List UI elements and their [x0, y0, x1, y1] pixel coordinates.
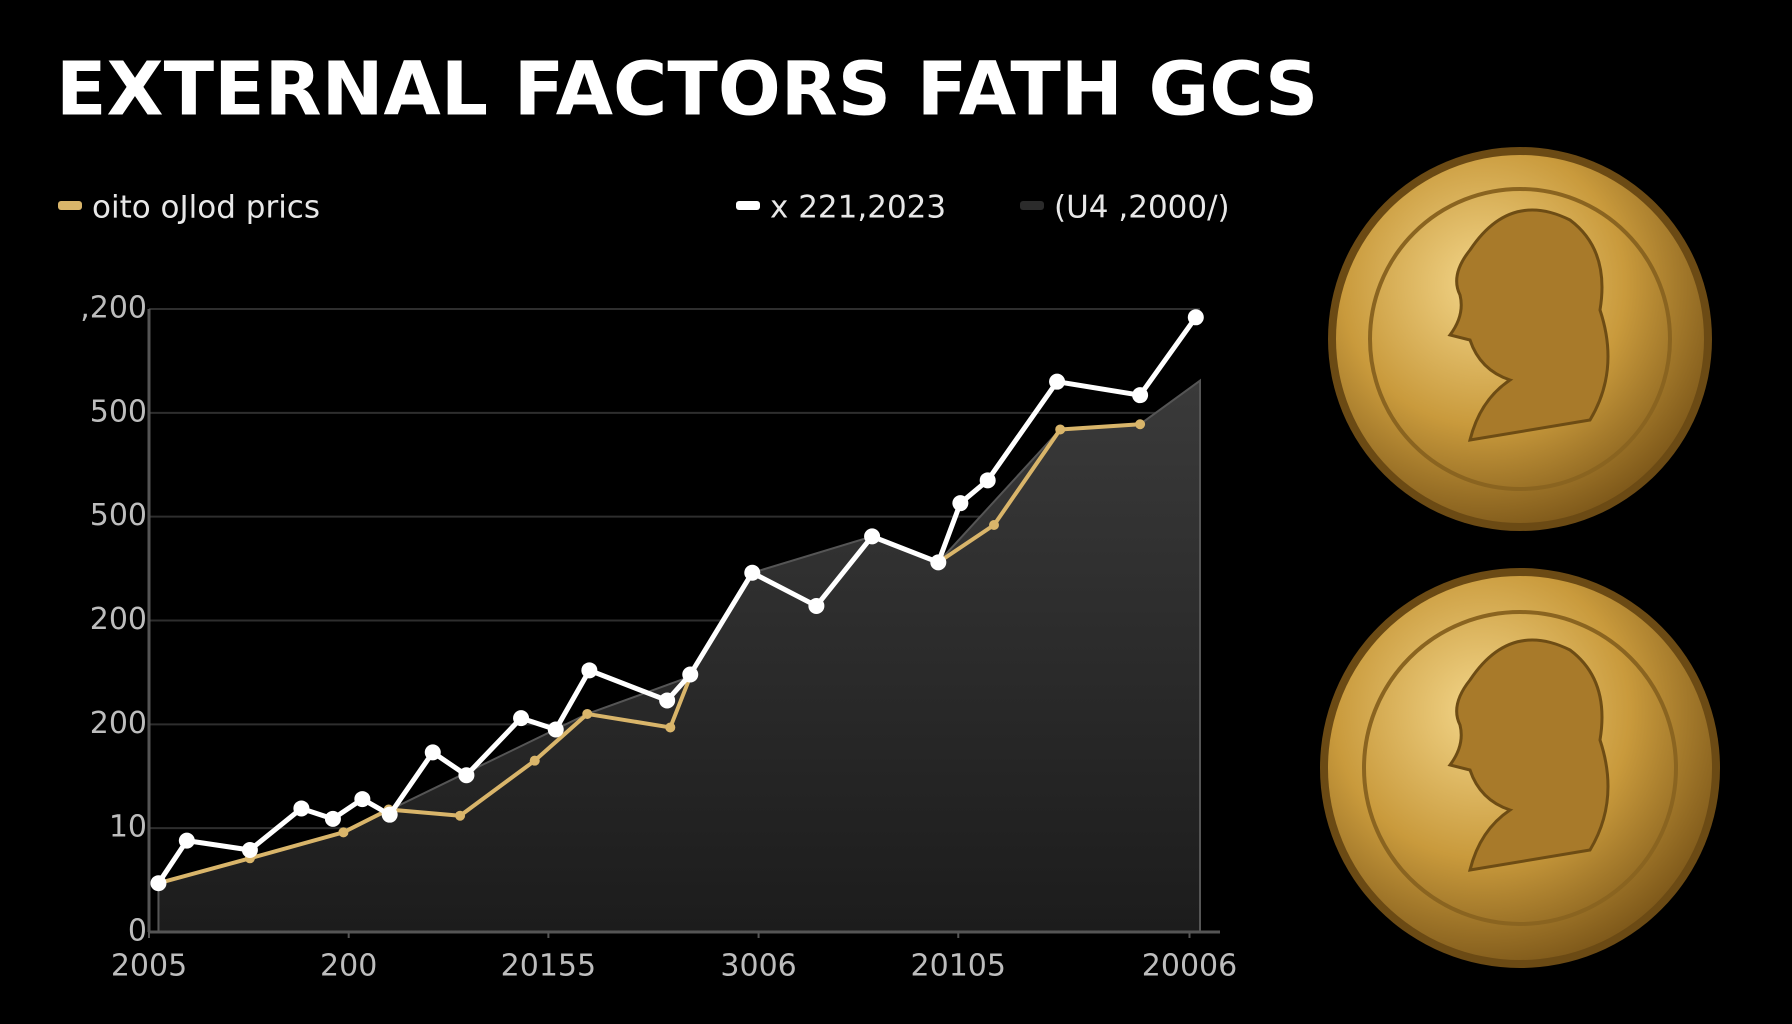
point — [952, 495, 969, 512]
point — [864, 528, 881, 545]
point — [808, 597, 825, 614]
point — [324, 810, 341, 827]
x-tick-label: 3006 — [720, 949, 796, 984]
point — [178, 832, 195, 849]
y-tick-label: 200 — [90, 602, 147, 637]
point — [1187, 309, 1204, 326]
x-tick-label: 200 — [320, 949, 377, 984]
legend-swatch — [1020, 201, 1044, 210]
point — [513, 710, 530, 727]
point — [979, 472, 996, 489]
plot: 0 10 200 200 500 500 ,200 2005 200 20155 3006 20105… — [58, 190, 1237, 984]
point — [1049, 373, 1066, 390]
point — [665, 722, 676, 733]
point — [455, 810, 466, 821]
point — [354, 791, 371, 808]
point — [582, 708, 593, 719]
point — [547, 721, 564, 738]
point — [381, 806, 398, 823]
point — [529, 755, 540, 766]
point — [930, 554, 947, 571]
y-tick-label: 500 — [90, 394, 147, 429]
point — [744, 564, 761, 581]
x-tick-label: 20105 — [911, 949, 1006, 984]
point — [150, 875, 167, 892]
legend-swatch — [736, 201, 760, 210]
point — [659, 692, 676, 709]
point — [458, 767, 475, 784]
x-tick-label: 20155 — [501, 949, 596, 984]
legend-label: x 221,2023 — [770, 190, 946, 226]
y-tick-label: 0 — [128, 914, 147, 949]
coin — [1328, 147, 1712, 531]
legend-label: (U4 ,2000/) — [1054, 190, 1230, 226]
point — [989, 519, 1000, 530]
legend-swatch — [58, 201, 82, 210]
point — [581, 662, 598, 679]
point — [293, 800, 310, 817]
y-tick-label: 10 — [109, 810, 147, 845]
legend-label: oito oJlod prics — [92, 190, 320, 226]
point — [1055, 424, 1066, 435]
point — [1135, 419, 1146, 430]
y-tick-label: 500 — [90, 498, 147, 533]
x-tick-label: 20006 — [1142, 949, 1237, 984]
point — [241, 841, 258, 858]
point — [424, 744, 441, 761]
chart-title: EXTERNAL FACTORS FATH GCS — [56, 47, 1318, 133]
point — [338, 827, 349, 838]
point — [682, 666, 699, 683]
coin — [1320, 568, 1720, 968]
x-tick-label: 2005 — [111, 949, 187, 984]
y-tick-label: 200 — [90, 706, 147, 741]
point — [1132, 387, 1149, 404]
y-tick-label: ,200 — [80, 291, 147, 326]
